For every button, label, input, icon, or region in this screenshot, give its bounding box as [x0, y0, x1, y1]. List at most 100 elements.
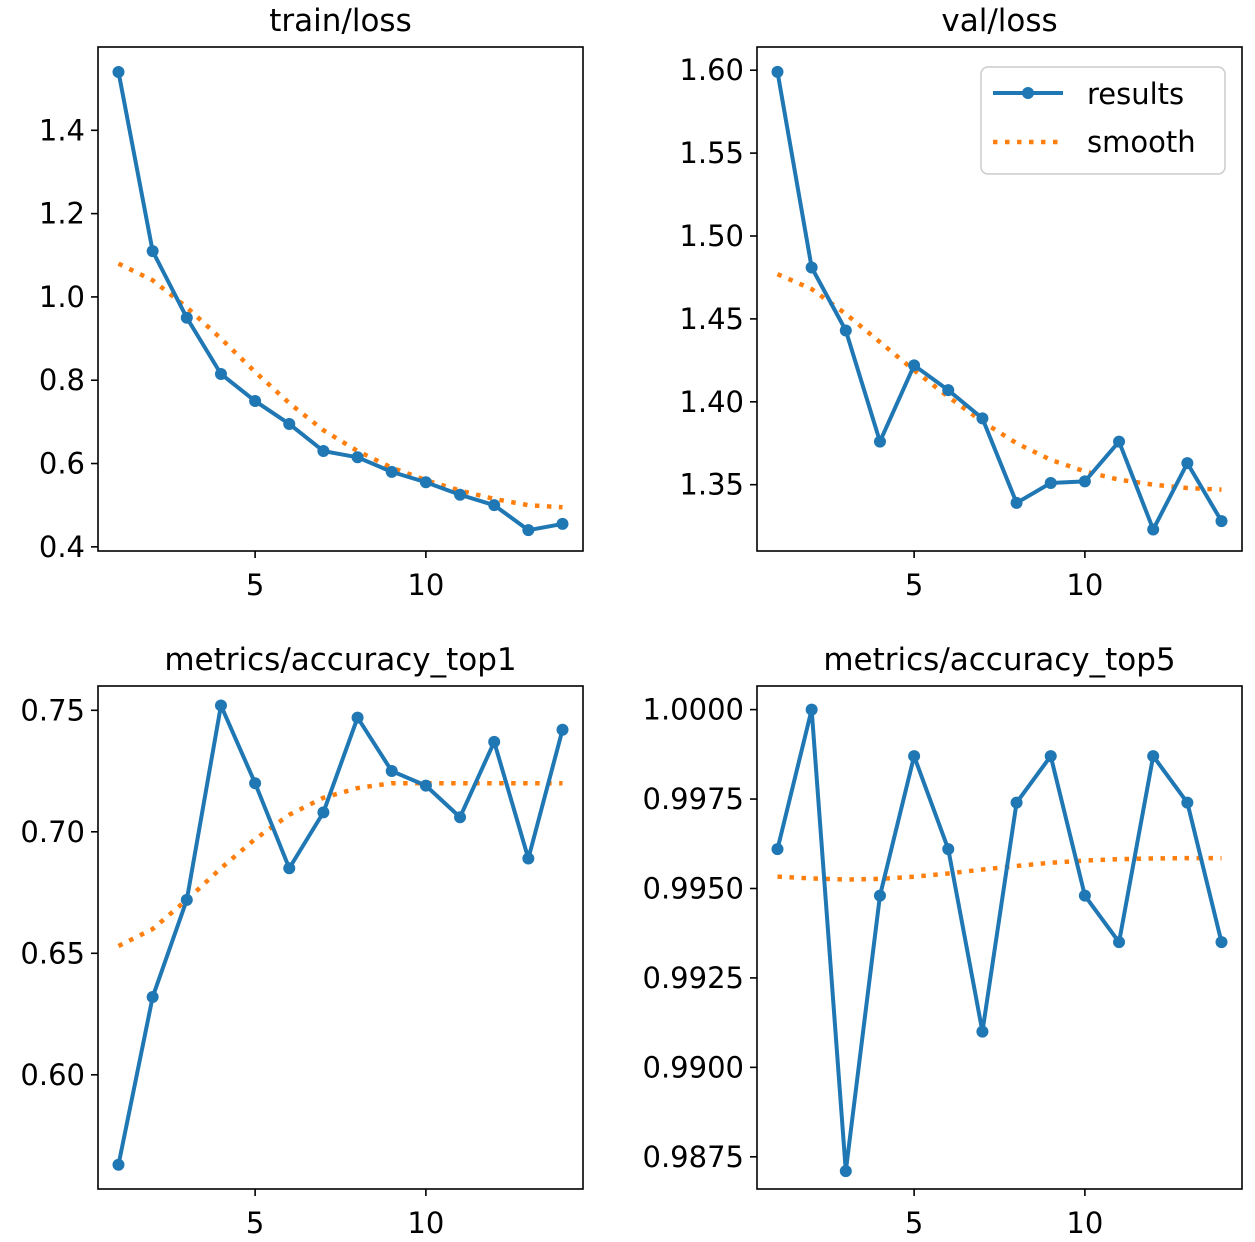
- results-point: [1181, 796, 1194, 809]
- results-point: [556, 517, 569, 530]
- x-tick-label: 10: [407, 568, 444, 602]
- results-point: [1078, 475, 1091, 488]
- results-point: [839, 324, 852, 337]
- y-tick-label: 0.6: [39, 447, 85, 481]
- y-tick-label: 0.9875: [643, 1140, 744, 1174]
- x-tick-label: 5: [905, 568, 923, 602]
- results-point: [976, 1025, 989, 1038]
- results-line: [775, 707, 1224, 1174]
- chart-title: metrics/accuracy_top1: [164, 642, 516, 678]
- y-tick-label: 0.4: [39, 530, 85, 564]
- axes-frame: [97, 46, 584, 552]
- results-point: [908, 359, 921, 372]
- smooth-line: [777, 855, 1222, 882]
- results-point: [556, 723, 569, 736]
- results-point: [1113, 435, 1126, 448]
- axis-ticks: 5 10 0.4 0.6 0.8 1.0 1.2 1.4: [39, 113, 444, 602]
- results-point: [488, 499, 501, 512]
- results-point: [976, 412, 989, 425]
- y-tick-label: 0.9925: [643, 961, 744, 995]
- y-tick-label: 0.60: [20, 1058, 85, 1092]
- results-series: [771, 65, 1228, 536]
- results-point: [1078, 889, 1091, 902]
- y-tick-label: 0.9975: [643, 782, 744, 816]
- results-point: [488, 735, 501, 748]
- results-point: [283, 417, 296, 430]
- y-tick-label: 0.65: [20, 936, 85, 970]
- y-tick-label: 1.50: [679, 219, 744, 253]
- x-tick-label: 5: [246, 568, 264, 602]
- results-point: [908, 750, 921, 763]
- results-point: [1010, 796, 1023, 809]
- smooth-line: [117, 780, 563, 949]
- smooth-series: [776, 272, 1222, 492]
- y-tick-label: 1.2: [39, 197, 85, 231]
- results-point: [1010, 496, 1023, 509]
- y-tick-label: 0.8: [39, 363, 85, 397]
- legend-results-marker: [1022, 87, 1034, 99]
- results-point: [1215, 515, 1228, 528]
- y-tick-label: 1.0000: [643, 693, 744, 727]
- y-tick-label: 1.40: [679, 385, 744, 419]
- results-point: [942, 384, 955, 397]
- results-point: [283, 862, 296, 875]
- y-tick-label: 0.9950: [643, 871, 744, 905]
- chart-title: val/loss: [941, 3, 1057, 39]
- results-point: [146, 991, 159, 1004]
- results-point: [839, 1165, 852, 1178]
- results-point: [317, 806, 330, 819]
- results-point: [317, 445, 330, 458]
- results-point: [180, 893, 193, 906]
- results-point: [1044, 477, 1057, 490]
- smooth-series: [117, 780, 563, 949]
- axes-frame: [97, 685, 584, 1190]
- results-line: [116, 703, 565, 1166]
- chart-title: metrics/accuracy_top5: [823, 642, 1175, 678]
- results-point: [419, 779, 432, 792]
- x-tick-label: 5: [246, 1206, 264, 1240]
- results-point: [249, 777, 262, 790]
- y-tick-label: 1.0: [39, 280, 85, 314]
- results-point: [112, 65, 125, 78]
- panel-val-loss: val/loss 5 10 1.35 1.40 1.45 1.50 1.55 1.60 res…: [679, 3, 1243, 602]
- results-point: [351, 711, 364, 724]
- axis-ticks: 5 10 1.35 1.40 1.45 1.50 1.55 1.60: [679, 53, 1103, 602]
- axes-frame: [756, 46, 1243, 552]
- results-point: [249, 395, 262, 408]
- smooth-series: [117, 261, 563, 510]
- results-point: [522, 524, 535, 537]
- results-point: [1147, 750, 1160, 763]
- results-point: [1113, 936, 1126, 949]
- results-point: [771, 843, 784, 856]
- results-series: [112, 699, 569, 1171]
- legend: results smooth: [980, 66, 1226, 175]
- panel-accuracy-top5: metrics/accuracy_top5 5 10 0.9875 0.9900 0.9…: [643, 642, 1243, 1240]
- results-point: [873, 435, 886, 448]
- results-point: [385, 465, 398, 478]
- y-tick-label: 1.60: [679, 53, 744, 87]
- y-tick-label: 0.70: [20, 815, 85, 849]
- results-line: [775, 71, 1224, 532]
- results-point: [385, 765, 398, 778]
- panel-accuracy-top1: metrics/accuracy_top1 5 10 0.60 0.65 0.70 0.7…: [20, 642, 584, 1240]
- legend-results-label: results: [1087, 77, 1184, 111]
- results-point: [454, 811, 467, 824]
- axis-ticks: 5 10 0.9875 0.9900 0.9925 0.9950 0.9975 1.0000: [643, 693, 1104, 1240]
- x-tick-label: 10: [1066, 1206, 1103, 1240]
- results-point: [454, 488, 467, 501]
- y-tick-label: 1.4: [39, 113, 85, 147]
- results-point: [351, 451, 364, 464]
- smooth-series: [777, 855, 1222, 882]
- axis-ticks: 5 10 0.60 0.65 0.70 0.75: [20, 693, 444, 1240]
- results-point: [805, 703, 818, 716]
- results-point: [522, 852, 535, 865]
- smooth-line: [776, 272, 1222, 492]
- results-point: [1215, 936, 1228, 949]
- y-tick-label: 1.55: [679, 136, 744, 170]
- y-tick-label: 0.75: [20, 693, 85, 727]
- results-point: [112, 1158, 125, 1171]
- smooth-line: [117, 261, 563, 510]
- axes-frame: [756, 685, 1243, 1190]
